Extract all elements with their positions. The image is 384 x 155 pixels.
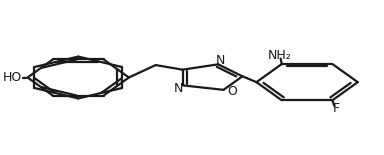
Text: N: N [215, 54, 225, 67]
Text: F: F [333, 102, 340, 115]
Text: NH₂: NH₂ [268, 49, 292, 62]
Text: O: O [227, 85, 237, 98]
Text: HO: HO [3, 71, 22, 84]
Text: N: N [174, 82, 184, 95]
